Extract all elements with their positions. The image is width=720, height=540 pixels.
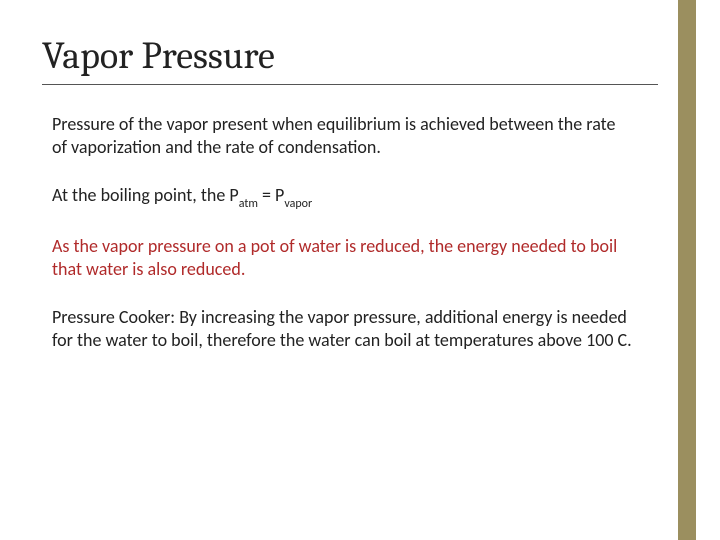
equation-prefix: At the boiling point, the P xyxy=(52,184,239,206)
paragraph-equation: At the boiling point, the Patm = Pvapor xyxy=(52,184,632,211)
subscript-vapor: vapor xyxy=(284,197,312,211)
title-underline-wrap: Vapor Pressure xyxy=(42,0,658,85)
equation-mid: = P xyxy=(258,184,284,206)
subscript-atm: atm xyxy=(239,197,258,211)
slide-content: Vapor Pressure Pressure of the vapor pre… xyxy=(0,0,720,353)
slide-title: Vapor Pressure xyxy=(42,34,658,78)
paragraph-pressure-cooker: Pressure Cooker: By increasing the vapor… xyxy=(52,306,632,353)
paragraph-definition: Pressure of the vapor present when equil… xyxy=(52,113,632,160)
paragraph-reduced-pressure: As the vapor pressure on a pot of water … xyxy=(52,235,632,282)
accent-bar xyxy=(678,0,696,540)
